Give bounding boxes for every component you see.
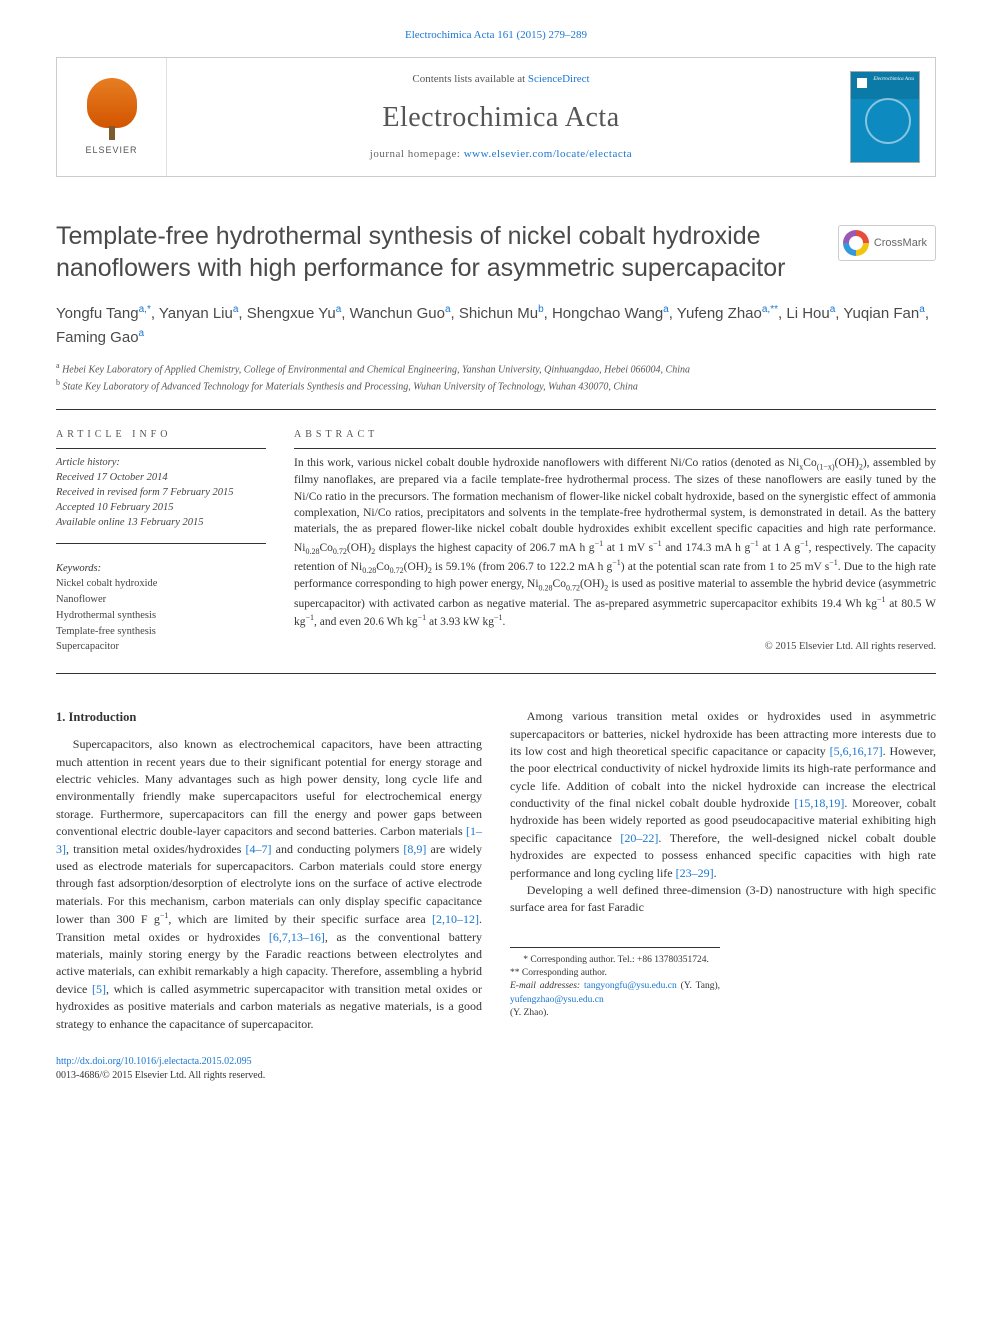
elsevier-tree-icon xyxy=(87,78,137,128)
authors: Yongfu Tanga,*, Yanyan Liua, Shengxue Yu… xyxy=(56,302,936,350)
email-link-1[interactable]: tangyongfu@ysu.edu.cn xyxy=(584,981,677,991)
body-columns: 1. Introduction Supercapacitors, also kn… xyxy=(56,708,936,1033)
body-text: Supercapacitors, also known as electroch… xyxy=(56,708,936,1033)
cover-thumb-title: Electrochimica Acta xyxy=(873,77,914,82)
page-footer: http://dx.doi.org/10.1016/j.electacta.20… xyxy=(56,1055,936,1083)
homepage-label: journal homepage: xyxy=(370,148,464,160)
keywords-block: Keywords: Nickel cobalt hydroxide Nanofl… xyxy=(56,562,266,655)
journal-cover-thumb: Electrochimica Acta xyxy=(850,71,920,163)
rule-top xyxy=(56,409,936,410)
keyword: Nickel cobalt hydroxide xyxy=(56,576,266,592)
elsevier-label: ELSEVIER xyxy=(85,144,137,157)
history-line: Available online 13 February 2015 xyxy=(56,515,266,530)
affiliation-a: a Hebei Key Laboratory of Applied Chemis… xyxy=(56,360,936,377)
cover-cell: Electrochimica Acta xyxy=(835,58,935,176)
journal-name: Electrochimica Acta xyxy=(382,98,619,137)
keyword: Nanoflower xyxy=(56,592,266,608)
fn-corresp-1: * Corresponding author. Tel.: +86 137803… xyxy=(510,954,720,967)
abstract-copyright: © 2015 Elsevier Ltd. All rights reserved… xyxy=(294,640,936,655)
sciencedirect-link[interactable]: ScienceDirect xyxy=(528,73,590,85)
abstract-text: In this work, various nickel cobalt doub… xyxy=(294,455,936,631)
contents-line: Contents lists available at ScienceDirec… xyxy=(412,72,589,87)
rule-mid xyxy=(56,543,266,544)
history-block: Article history: Received 17 October 201… xyxy=(56,455,266,531)
issn-line: 0013-4686/© 2015 Elsevier Ltd. All right… xyxy=(56,1069,936,1083)
affiliation-b: b State Key Laboratory of Advanced Techn… xyxy=(56,377,936,394)
abstract-heading: ABSTRACT xyxy=(294,428,936,449)
crossmark-badge[interactable]: CrossMark xyxy=(838,225,936,261)
crossmark-label: CrossMark xyxy=(874,236,927,251)
masthead: ELSEVIER Contents lists available at Sci… xyxy=(56,57,936,177)
section-1-heading: 1. Introduction xyxy=(56,708,482,726)
article-info-col: ARTICLE INFO Article history: Received 1… xyxy=(56,428,266,656)
history-line: Received 17 October 2014 xyxy=(56,470,266,485)
top-citation: Electrochimica Acta 161 (2015) 279–289 xyxy=(56,28,936,43)
meta-abstract-row: ARTICLE INFO Article history: Received 1… xyxy=(56,428,936,675)
keywords-label: Keywords: xyxy=(56,562,266,577)
publisher-logo-cell: ELSEVIER xyxy=(57,58,167,176)
fn-corresp-2: ** Corresponding author. xyxy=(510,967,720,980)
abstract-col: ABSTRACT In this work, various nickel co… xyxy=(294,428,936,656)
keyword: Supercapacitor xyxy=(56,639,266,655)
fn-emails: E-mail addresses: tangyongfu@ysu.edu.cn … xyxy=(510,980,720,1020)
masthead-center: Contents lists available at ScienceDirec… xyxy=(167,58,835,176)
history-label: Article history: xyxy=(56,455,266,470)
crossmark-icon xyxy=(843,230,869,256)
elsevier-logo: ELSEVIER xyxy=(76,75,148,159)
contents-text: Contents lists available at xyxy=(412,73,527,85)
email-link-2[interactable]: yufengzhao@ysu.edu.cn xyxy=(510,995,604,1005)
affiliations: a Hebei Key Laboratory of Applied Chemis… xyxy=(56,360,936,395)
keyword: Template-free synthesis xyxy=(56,624,266,640)
journal-homepage: journal homepage: www.elsevier.com/locat… xyxy=(370,147,632,162)
homepage-link[interactable]: www.elsevier.com/locate/electacta xyxy=(464,148,633,160)
article-info-heading: ARTICLE INFO xyxy=(56,428,266,449)
history-line: Received in revised form 7 February 2015 xyxy=(56,485,266,500)
article-title: Template-free hydrothermal synthesis of … xyxy=(56,221,822,284)
title-block: Template-free hydrothermal synthesis of … xyxy=(56,221,936,284)
doi-link[interactable]: http://dx.doi.org/10.1016/j.electacta.20… xyxy=(56,1056,252,1067)
history-line: Accepted 10 February 2015 xyxy=(56,500,266,515)
top-citation-link[interactable]: Electrochimica Acta 161 (2015) 279–289 xyxy=(405,29,587,41)
keywords-list: Nickel cobalt hydroxide Nanoflower Hydro… xyxy=(56,576,266,655)
corresp-footnotes: * Corresponding author. Tel.: +86 137803… xyxy=(510,947,720,1020)
keyword: Hydrothermal synthesis xyxy=(56,608,266,624)
